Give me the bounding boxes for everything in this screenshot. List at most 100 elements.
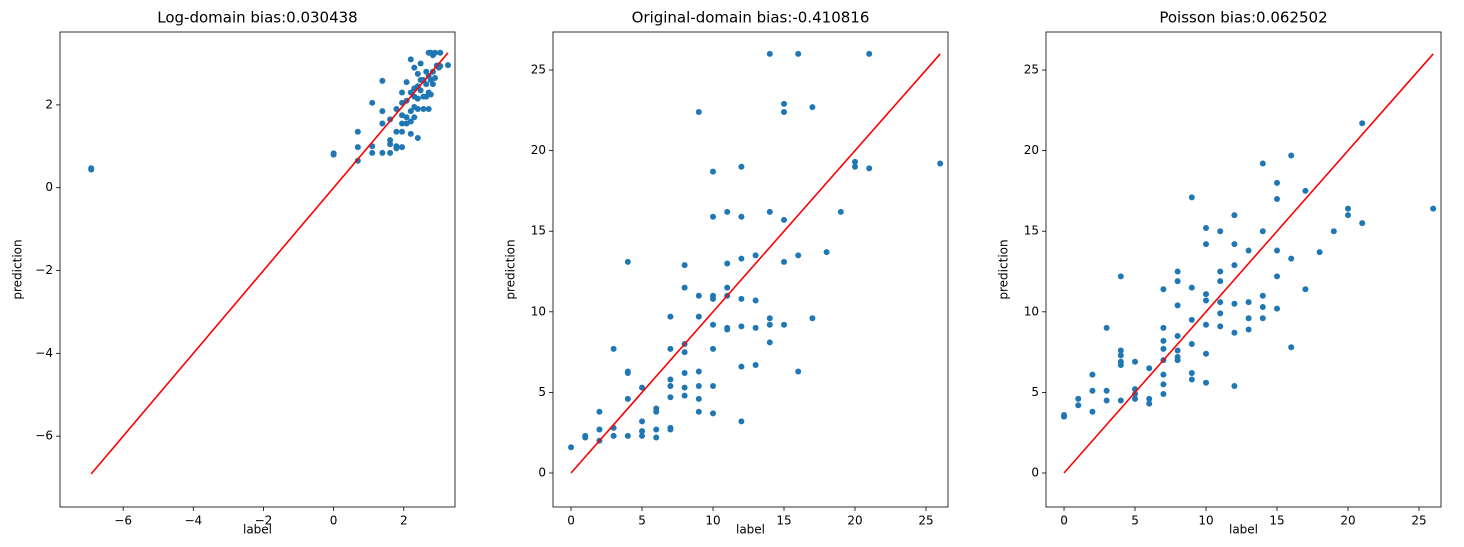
point [1259,292,1266,299]
point [444,62,451,69]
point [423,81,430,88]
x-tick-label: 10 [1198,514,1213,528]
point [1117,347,1124,354]
point [1160,381,1167,388]
x-tick-label: 5 [1131,514,1139,528]
point [403,79,410,86]
point [399,128,406,135]
x-tick-label: −4 [184,514,202,528]
x-tick-label: 20 [847,514,862,528]
point [393,106,400,113]
point [738,163,745,170]
y-tick-label: −4 [35,346,53,360]
point [1231,262,1238,269]
point [1188,316,1195,323]
point [1117,361,1124,368]
point [354,157,361,164]
point [1274,247,1281,254]
point [738,323,745,330]
y-tick-label: 20 [531,143,546,157]
point [1174,347,1181,354]
point [1061,413,1068,420]
point [1174,332,1181,339]
point [738,418,745,425]
x-tick-label: −6 [114,514,132,528]
point [766,339,773,346]
point [379,77,386,84]
point [766,50,773,57]
point [1330,228,1337,235]
point [1203,350,1210,357]
point [399,120,406,127]
point [695,292,702,299]
point [695,368,702,375]
point [795,50,802,57]
point [681,349,688,356]
point [724,284,731,291]
point [1231,212,1238,219]
point [1231,241,1238,248]
point [710,345,717,352]
point [639,432,646,439]
point [1259,315,1266,322]
point [1146,365,1153,372]
point [710,410,717,417]
point [393,145,400,152]
point [667,426,674,433]
point [1174,302,1181,309]
point [738,295,745,302]
point [610,432,617,439]
y-tick-label: 0 [538,465,546,479]
y-tick-label: 0 [1031,465,1039,479]
point [752,361,759,368]
point [354,128,361,135]
point [781,321,788,328]
x-tick-label: 20 [1340,514,1355,528]
point [417,60,424,67]
point [610,345,617,352]
point [1188,194,1195,201]
point [1217,310,1224,317]
point [1217,323,1224,330]
point [432,74,439,81]
point [414,70,421,77]
point [1288,152,1295,159]
point [417,87,424,94]
point [1103,387,1110,394]
point [653,434,660,441]
point [1245,299,1252,306]
x-axis-label: label [243,523,272,537]
point [1132,358,1139,365]
point [624,258,631,265]
point [795,252,802,259]
point [1117,352,1124,359]
point [411,64,418,71]
point [667,394,674,401]
point [1132,395,1139,402]
x-tick-label: 0 [330,514,338,528]
x-tick-label: 5 [638,514,646,528]
point [781,258,788,265]
point [1217,268,1224,275]
point [1245,247,1252,254]
x-tick-label: 25 [1411,514,1426,528]
y-axis-label: prediction [504,239,518,299]
point [1188,284,1195,291]
point [766,321,773,328]
point [414,95,421,102]
subplot: 0 5 10 15 20 25 0 5 10 15 20 25 Poisson bias:0.06250… [997,9,1442,537]
point [407,130,414,137]
y-tick-label: 5 [1031,385,1039,399]
point [1274,195,1281,202]
point [387,149,394,156]
point [437,49,444,56]
point [639,428,646,435]
point [1231,382,1238,389]
chart-title: Poisson bias:0.062502 [1159,9,1327,27]
point [407,118,414,125]
x-tick-label: 2 [400,514,408,528]
point [1160,345,1167,352]
point [710,213,717,220]
point [624,432,631,439]
